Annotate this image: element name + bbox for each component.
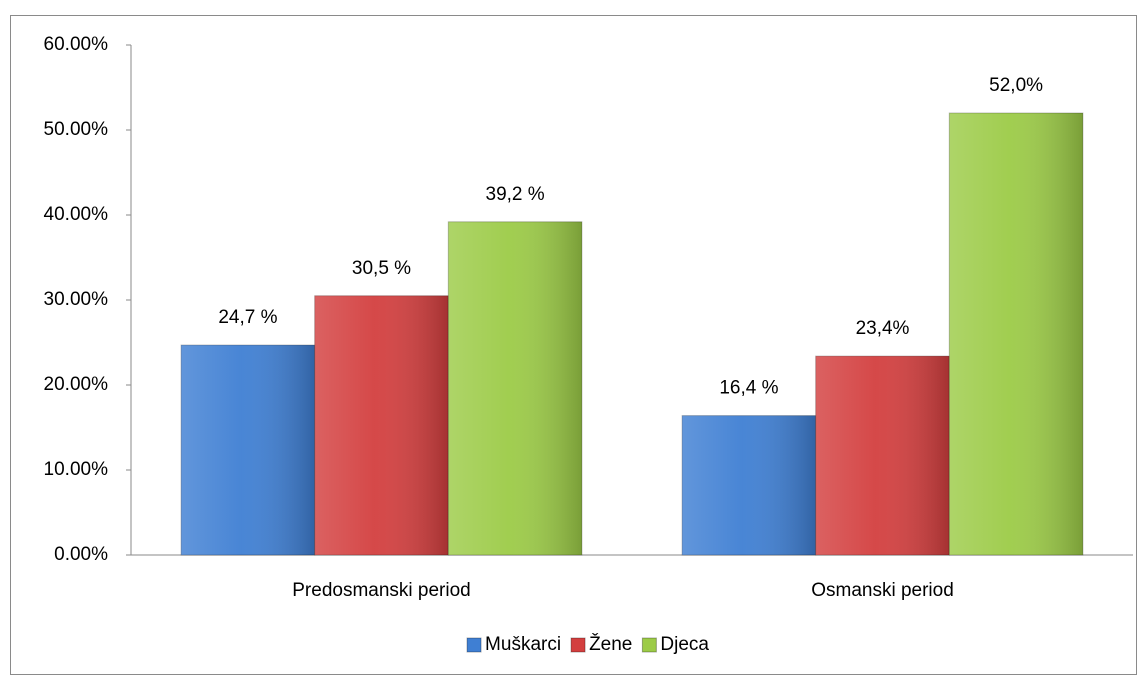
legend-label: Žene bbox=[589, 633, 632, 655]
y-tick-label: 20.00% bbox=[44, 374, 109, 395]
x-tick-label: Predosmanski period bbox=[292, 580, 470, 601]
data-label: 24,7 % bbox=[218, 307, 277, 328]
legend-swatch bbox=[641, 637, 657, 653]
y-tick-label: 40.00% bbox=[44, 204, 109, 225]
legend-swatch bbox=[466, 637, 482, 653]
bar-shading bbox=[949, 113, 1083, 555]
y-tick-label: 10.00% bbox=[44, 459, 109, 480]
legend-label: Muškarci bbox=[485, 634, 561, 655]
y-tick-label: 60.00% bbox=[44, 34, 109, 55]
y-tick-label: 30.00% bbox=[44, 289, 109, 310]
data-label: 39,2 % bbox=[486, 184, 545, 205]
y-tick-label: 0.00% bbox=[54, 544, 108, 565]
data-label: 52,0% bbox=[989, 75, 1043, 96]
x-tick-label: Osmanski period bbox=[811, 580, 954, 601]
y-tick-label: 50.00% bbox=[44, 119, 109, 140]
bar-shading bbox=[815, 356, 950, 555]
data-label: 30,5 % bbox=[352, 258, 411, 279]
data-label: 16,4 % bbox=[719, 378, 778, 399]
bar-shading bbox=[181, 345, 315, 555]
legend-label: Djeca bbox=[660, 634, 709, 655]
data-label: 23,4% bbox=[856, 318, 910, 339]
bar-shading bbox=[448, 221, 582, 556]
bar-shading bbox=[314, 295, 449, 555]
legend-swatch bbox=[570, 637, 586, 653]
bar-shading bbox=[682, 415, 816, 555]
